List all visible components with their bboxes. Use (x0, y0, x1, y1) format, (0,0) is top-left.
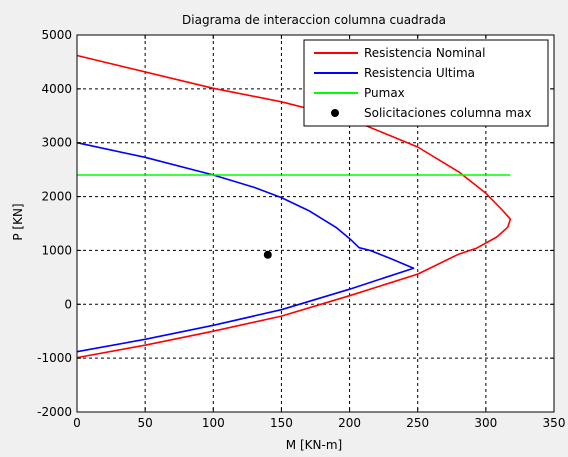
x-tick-label: 200 (338, 416, 361, 430)
legend-entry: Resistencia Ultima (364, 66, 475, 80)
y-tick-label: 1000 (41, 243, 72, 257)
y-tick-label: 3000 (41, 136, 72, 150)
y-tick-label: 0 (64, 297, 72, 311)
x-tick-label: 350 (543, 416, 566, 430)
y-tick-label: -2000 (37, 405, 72, 419)
axes-frame (76, 34, 555, 413)
legend-box (303, 39, 549, 127)
x-tick-label: 150 (270, 416, 293, 430)
y-tick-label: 4000 (41, 82, 72, 96)
series-line-resistencia-ultima (76, 141, 415, 353)
y-tick-label: -1000 (37, 351, 72, 365)
tick-layer: 0 50 100 150 200 250 300 350 -2000 -1000 0 1000 2000… (37, 28, 565, 430)
y-tick-label: 5000 (41, 28, 72, 42)
x-axis-label: M [KN-m] (286, 438, 342, 452)
x-tick-label: 0 (73, 416, 81, 430)
x-tick-label: 100 (202, 416, 225, 430)
legend: Resistencia Nominal Resistencia Ultima Pum… (303, 39, 549, 127)
series-point-solicitaciones-columna-max (263, 250, 272, 259)
legend-swatch (331, 109, 339, 117)
x-tick-label: 300 (474, 416, 497, 430)
legend-entry: Resistencia Nominal (364, 46, 485, 60)
y-axis-label: P [KN] (11, 203, 25, 240)
chart-title: Diagrama de interaccion columna cuadrada (182, 13, 446, 27)
x-tick-label: 250 (406, 416, 429, 430)
x-tick-label: 50 (138, 416, 153, 430)
y-tick-label: 2000 (41, 190, 72, 204)
legend-entry: Pumax (364, 86, 405, 100)
legend-entry: Solicitaciones columna max (364, 106, 531, 120)
